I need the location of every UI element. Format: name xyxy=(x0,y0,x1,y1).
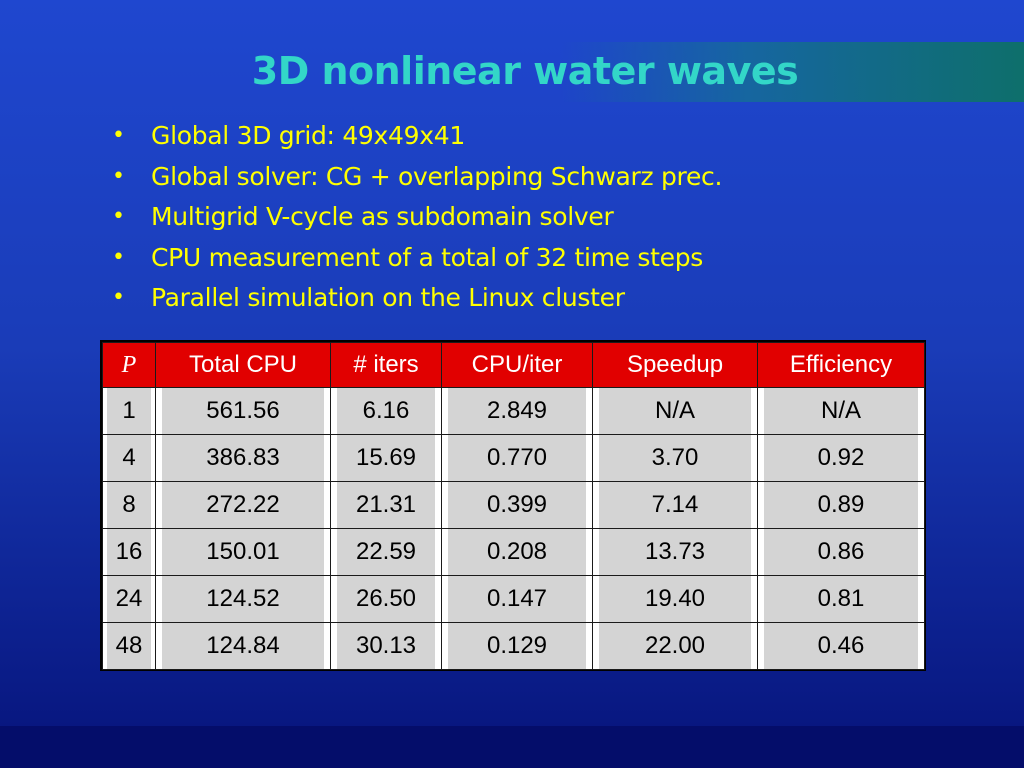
bullet-dot-icon: • xyxy=(112,204,125,229)
cell-efficiency: 0.46 xyxy=(757,622,925,670)
cell-total-cpu: 124.52 xyxy=(155,575,331,623)
column-header-iters: # iters xyxy=(330,342,442,388)
cell-iters: 26.50 xyxy=(330,575,442,623)
results-table: P Total CPU # iters CPU/iter Speedup Eff… xyxy=(102,342,925,670)
bullet-item: • Parallel simulation on the Linux cluste… xyxy=(110,278,722,319)
cell-efficiency: 0.92 xyxy=(757,434,925,482)
cell-cpu-per-iter: 2.849 xyxy=(441,387,593,435)
title-highlight-band xyxy=(560,42,1024,102)
table-row: 1 561.56 6.16 2.849 N/A N/A xyxy=(102,387,925,435)
bullet-dot-icon: • xyxy=(112,123,125,148)
slide-title: 3D nonlinear water waves xyxy=(251,49,799,93)
table-row: 16 150.01 22.59 0.208 13.73 0.86 xyxy=(102,528,925,576)
cell-cpu-per-iter: 0.770 xyxy=(441,434,593,482)
cell-total-cpu: 386.83 xyxy=(155,434,331,482)
cell-speedup: N/A xyxy=(592,387,758,435)
cell-iters: 6.16 xyxy=(330,387,442,435)
cell-p: 48 xyxy=(102,622,156,670)
bullet-item: • Global 3D grid: 49x49x41 xyxy=(110,116,722,157)
cell-cpu-per-iter: 0.129 xyxy=(441,622,593,670)
bullet-dot-icon: • xyxy=(112,163,125,189)
bullet-list: • Global 3D grid: 49x49x41 • Global solver… xyxy=(110,116,722,319)
cell-total-cpu: 124.84 xyxy=(155,622,331,670)
bullet-dot-icon: • xyxy=(112,285,125,310)
cell-total-cpu: 272.22 xyxy=(155,481,331,529)
table-row: 4 386.83 15.69 0.770 3.70 0.92 xyxy=(102,434,925,482)
cell-p: 8 xyxy=(102,481,156,529)
cell-efficiency: 0.86 xyxy=(757,528,925,576)
bullet-item: • CPU measurement of a total of 32 time s… xyxy=(110,238,722,279)
bullet-dot-icon: • xyxy=(112,244,125,270)
column-header-speedup: Speedup xyxy=(592,342,758,388)
bullet-item: • Global solver: CG + overlapping Schwarz… xyxy=(110,157,722,198)
table-header-row: P Total CPU # iters CPU/iter Speedup Eff… xyxy=(102,342,925,388)
cell-speedup: 13.73 xyxy=(592,528,758,576)
bullet-text: Parallel simulation on the Linux cluster xyxy=(151,283,625,312)
bullet-text: CPU measurement of a total of 32 time st… xyxy=(151,242,703,272)
cell-iters: 22.59 xyxy=(330,528,442,576)
cell-speedup: 3.70 xyxy=(592,434,758,482)
cell-total-cpu: 561.56 xyxy=(155,387,331,435)
cell-p: 16 xyxy=(102,528,156,576)
cell-iters: 15.69 xyxy=(330,434,442,482)
bullet-item: • Multigrid V-cycle as subdomain solver xyxy=(110,197,722,238)
cell-efficiency: 0.89 xyxy=(757,481,925,529)
cell-total-cpu: 150.01 xyxy=(155,528,331,576)
cell-cpu-per-iter: 0.147 xyxy=(441,575,593,623)
cell-speedup: 7.14 xyxy=(592,481,758,529)
bullet-text: Multigrid V-cycle as subdomain solver xyxy=(151,202,614,231)
footer-band xyxy=(0,726,1024,768)
cell-speedup: 22.00 xyxy=(592,622,758,670)
cell-speedup: 19.40 xyxy=(592,575,758,623)
table-row: 8 272.22 21.31 0.399 7.14 0.89 xyxy=(102,481,925,529)
bullet-text: Global 3D grid: 49x49x41 xyxy=(151,121,465,150)
results-table-frame: P Total CPU # iters CPU/iter Speedup Eff… xyxy=(100,340,926,671)
cell-efficiency: N/A xyxy=(757,387,925,435)
column-header-total-cpu: Total CPU xyxy=(155,342,331,388)
cell-p: 24 xyxy=(102,575,156,623)
column-header-cpu-per-iter: CPU/iter xyxy=(441,342,593,388)
cell-efficiency: 0.81 xyxy=(757,575,925,623)
cell-iters: 30.13 xyxy=(330,622,442,670)
table-row: 24 124.52 26.50 0.147 19.40 0.81 xyxy=(102,575,925,623)
cell-iters: 21.31 xyxy=(330,481,442,529)
column-header-p: P xyxy=(102,342,156,388)
cell-p: 1 xyxy=(102,387,156,435)
bullet-text: Global solver: CG + overlapping Schwarz … xyxy=(151,161,723,191)
column-header-efficiency: Efficiency xyxy=(757,342,925,388)
cell-p: 4 xyxy=(102,434,156,482)
cell-cpu-per-iter: 0.208 xyxy=(441,528,593,576)
table-row: 48 124.84 30.13 0.129 22.00 0.46 xyxy=(102,622,925,670)
cell-cpu-per-iter: 0.399 xyxy=(441,481,593,529)
